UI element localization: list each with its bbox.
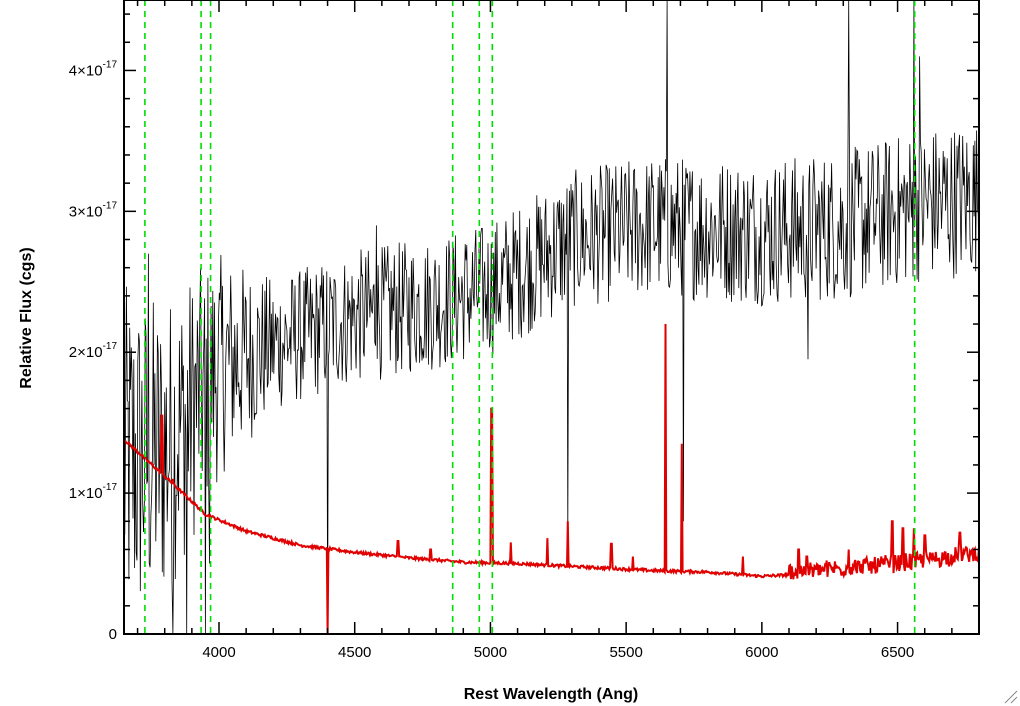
y-tick-mantissa: 2×10	[69, 344, 103, 361]
observed-spectrum-line	[124, 0, 979, 634]
x-tick-label: 6000	[745, 644, 778, 661]
x-tick-label: 4500	[338, 644, 371, 661]
plot-area	[124, 0, 979, 634]
x-tick-label: 4000	[202, 644, 235, 661]
y-tick-label: 3×10-17	[69, 200, 118, 220]
y-tick-exponent: -17	[103, 341, 118, 352]
y-tick-mantissa: 1×10	[69, 485, 103, 502]
x-tick-label: 5000	[474, 644, 507, 661]
x-tick-label: 5500	[609, 644, 642, 661]
y-axis-title: Relative Flux (cgs)	[18, 247, 35, 388]
plot-frame	[123, 0, 980, 635]
y-tick-mantissa: 3×10	[69, 203, 103, 220]
y-tick-exponent: -17	[103, 482, 118, 493]
axes: 4000 4500 5000 5500 6000 650001×10-172×10-173…	[69, 0, 980, 661]
y-tick-mantissa: 0	[109, 626, 117, 643]
y-tick-exponent: -17	[103, 200, 118, 211]
y-tick-label: 2×10-17	[69, 341, 118, 361]
model-spectrum-line	[124, 323, 979, 634]
y-tick-exponent: -17	[103, 59, 118, 70]
x-axis-title: Rest Wavelength (Ang)	[464, 686, 639, 703]
y-tick-label: 4×10-17	[69, 59, 118, 79]
y-tick-label: 0	[109, 626, 117, 643]
y-tick-label: 1×10-17	[69, 482, 118, 502]
y-tick-mantissa: 4×10	[69, 62, 103, 79]
x-tick-label: 6500	[881, 644, 914, 661]
resize-grip-icon[interactable]	[1004, 690, 1018, 704]
